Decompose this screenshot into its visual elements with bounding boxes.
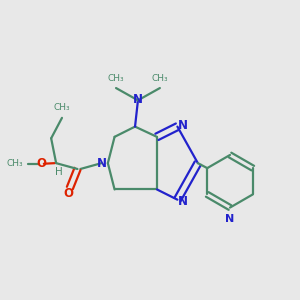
Text: H: H xyxy=(55,167,63,177)
Text: N: N xyxy=(178,119,188,132)
Text: CH₃: CH₃ xyxy=(7,159,23,168)
Text: CH₃: CH₃ xyxy=(54,103,70,112)
Text: N: N xyxy=(225,214,235,224)
Text: O: O xyxy=(36,157,46,170)
Text: CH₃: CH₃ xyxy=(152,74,168,83)
Text: O: O xyxy=(63,187,74,200)
Text: N: N xyxy=(96,157,106,170)
Text: N: N xyxy=(133,93,143,106)
Text: CH₃: CH₃ xyxy=(108,74,124,83)
Text: N: N xyxy=(178,195,188,208)
